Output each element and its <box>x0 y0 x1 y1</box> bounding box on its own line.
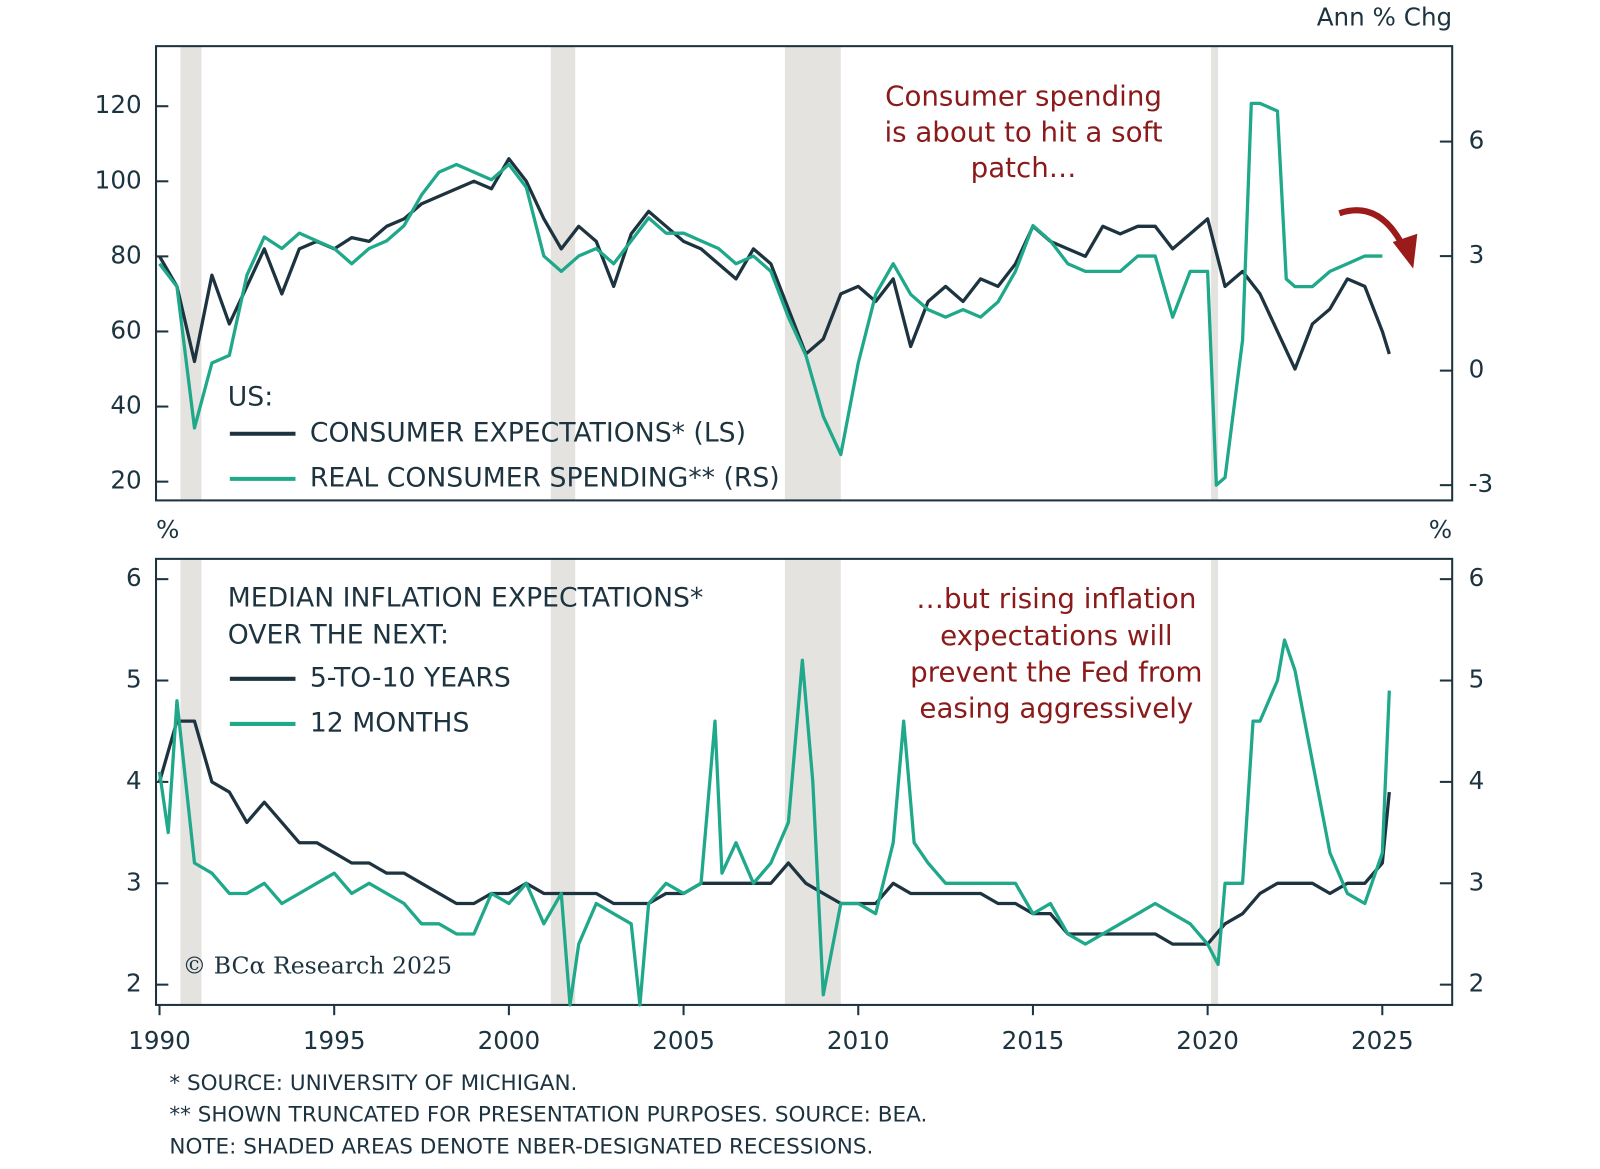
x-tick-label: 2000 <box>478 1026 541 1055</box>
y-tick-label: 5 <box>126 665 142 694</box>
arrow-head <box>1392 233 1418 269</box>
legend-title: US: <box>228 381 273 412</box>
y-tick-label: 80 <box>110 240 141 269</box>
y2-axis-label: % <box>1429 515 1452 544</box>
y-tick-label: 100 <box>95 165 142 194</box>
recession-band <box>550 46 576 501</box>
x-tick-label: 2025 <box>1351 1026 1414 1055</box>
legend-label: REAL CONSUMER SPENDING** (RS) <box>310 462 780 493</box>
y2-tick-label: 3 <box>1469 240 1485 269</box>
footnote: * SOURCE: UNIVERSITY OF MICHIGAN. <box>169 1071 577 1096</box>
y-tick-label: 6 <box>126 563 142 592</box>
recession-band <box>784 46 841 501</box>
y-tick-label: 4 <box>126 766 142 795</box>
legend-label: 12 MONTHS <box>310 707 470 738</box>
legend-label: CONSUMER EXPECTATIONS* (LS) <box>310 417 746 448</box>
y2-tick-label: 3 <box>1469 867 1485 896</box>
y-tick-label: 2 <box>126 969 142 998</box>
x-tick-label: 1990 <box>128 1026 191 1055</box>
y2-tick-label: 2 <box>1469 969 1485 998</box>
series-line <box>157 638 1391 1007</box>
background <box>180 46 1219 1005</box>
x-tick-label: 2005 <box>652 1026 715 1055</box>
series-line <box>157 719 1391 946</box>
arrow <box>1338 207 1406 248</box>
y-tick-label: 3 <box>126 867 142 896</box>
recession-band <box>180 46 202 501</box>
recession-band <box>180 558 202 1005</box>
y2-tick-label: 4 <box>1469 766 1485 795</box>
series-line <box>158 157 1391 371</box>
x-tick-label: 1995 <box>303 1026 366 1055</box>
annotation: is about to hit a soft <box>884 115 1162 148</box>
y-axis-label: % <box>156 515 179 544</box>
annotation: Consumer spending <box>885 79 1162 112</box>
annotation: …but rising inflation <box>916 582 1196 615</box>
recession-band <box>550 558 576 1005</box>
y2-axis-label: Ann % Chg <box>1317 2 1452 31</box>
annotation: patch… <box>971 151 1077 184</box>
plot-frame <box>154 45 1454 502</box>
annotation: expectations will <box>940 619 1172 652</box>
annotation: easing aggressively <box>919 692 1193 725</box>
annotation: prevent the Fed from <box>910 656 1202 689</box>
y2-tick-label: 6 <box>1469 126 1485 155</box>
footnote: ** SHOWN TRUNCATED FOR PRESENTATION PURP… <box>169 1103 927 1128</box>
y-tick-label: 60 <box>110 315 141 344</box>
x-tick-label: 2020 <box>1176 1026 1239 1055</box>
legend-label: 5-TO-10 YEARS <box>310 662 511 693</box>
y2-tick-label: 0 <box>1469 355 1485 384</box>
y2-tick-label: -3 <box>1469 469 1494 498</box>
copyright: © BCα Research 2025 <box>183 951 452 979</box>
x-tick-label: 2015 <box>1002 1026 1065 1055</box>
y-tick-label: 120 <box>95 90 142 119</box>
y-tick-label: 20 <box>110 466 141 495</box>
x-tick-label: 2010 <box>827 1026 890 1055</box>
y-tick-label: 40 <box>110 391 141 420</box>
y2-tick-label: 6 <box>1469 563 1485 592</box>
recession-band <box>1211 558 1219 1005</box>
legend-title: OVER THE NEXT: <box>228 619 449 650</box>
series-line <box>158 101 1383 487</box>
footnote: NOTE: SHADED AREAS DENOTE NBER-DESIGNATE… <box>169 1134 873 1159</box>
legend-title: MEDIAN INFLATION EXPECTATIONS* <box>228 582 704 613</box>
recession-band <box>1211 46 1219 501</box>
y2-tick-label: 5 <box>1469 665 1485 694</box>
